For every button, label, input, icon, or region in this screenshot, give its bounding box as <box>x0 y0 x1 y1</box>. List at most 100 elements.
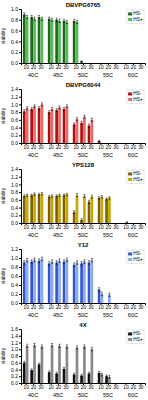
tick-mark <box>19 215 21 216</box>
bar <box>133 63 136 64</box>
x-tick: 20 <box>131 63 137 70</box>
group-label: 45C <box>53 72 63 78</box>
bar <box>63 21 66 63</box>
bar <box>38 194 41 223</box>
x-tick: 30 <box>138 303 144 310</box>
bar <box>26 108 29 143</box>
tick-label: 20 <box>56 385 62 390</box>
error-bar <box>26 194 28 196</box>
tick-label: 0.4 <box>11 205 18 211</box>
y-tick: 0.8 <box>11 264 21 270</box>
tick-label: 30 <box>138 65 144 70</box>
tick-mark <box>19 267 21 268</box>
tick-mark <box>19 285 21 286</box>
title: Y12 <box>78 242 89 248</box>
x-tick: 10 <box>98 383 104 390</box>
bar <box>23 111 26 143</box>
error-bar <box>98 140 100 142</box>
bar <box>130 223 133 224</box>
x-tick: 20 <box>106 143 112 150</box>
error-bar <box>98 197 100 199</box>
bar <box>88 202 91 223</box>
x-tick: 30 <box>113 223 119 230</box>
bar <box>55 110 58 143</box>
bar <box>26 17 29 63</box>
tick-label: 0.0 <box>11 220 18 226</box>
tick-label: 30 <box>63 65 69 70</box>
tick-label: 30 <box>63 145 69 150</box>
x-tick: 20 <box>31 143 37 150</box>
x-tick: 20 <box>106 383 112 390</box>
bar <box>33 106 36 143</box>
legend-swatch <box>128 12 132 15</box>
y-tick: 0.8 <box>11 17 21 23</box>
tick-label: 0.8 <box>11 109 18 115</box>
error-bar <box>73 211 75 214</box>
bar <box>73 21 76 63</box>
tick-label: 10 <box>48 385 54 390</box>
x-tick: 20 <box>56 223 62 230</box>
error-bar <box>91 258 93 262</box>
axis-line <box>19 250 22 304</box>
bar <box>133 223 136 224</box>
tick-label: 20 <box>56 145 62 150</box>
x-axis: 102030102030102030102030102030 <box>22 303 146 310</box>
tick-label: 0.2 <box>11 212 18 218</box>
bar <box>130 143 133 144</box>
tick-label: 1.2 <box>11 246 18 252</box>
bars <box>23 13 83 63</box>
bar <box>123 383 126 384</box>
tick-label: 0.8 <box>11 264 18 270</box>
error-bar <box>51 195 53 197</box>
legend-label: HS+ <box>133 177 143 182</box>
x-axis: 102030102030102030102030102030 <box>22 383 146 390</box>
tick-label: 0.6 <box>11 197 18 203</box>
error-bar <box>34 105 36 108</box>
tick-label: 10 <box>23 385 29 390</box>
bar <box>63 109 66 143</box>
tick-label: 20 <box>131 305 137 310</box>
error-bar <box>23 13 25 16</box>
tick-mark <box>19 223 21 224</box>
error-bar <box>63 260 65 264</box>
tick-mark <box>19 200 21 201</box>
error-bar <box>83 345 85 348</box>
tick-label: 10 <box>73 305 79 310</box>
x-tick: 10 <box>48 223 54 230</box>
tick-label: 20 <box>56 225 62 230</box>
tick-label: 10 <box>73 225 79 230</box>
x-tick: 20 <box>31 383 37 390</box>
legend-frame <box>127 10 144 23</box>
x-tick: 20 <box>81 63 87 70</box>
bar <box>123 63 126 64</box>
error-bar <box>81 262 83 266</box>
bar <box>80 263 83 303</box>
bar <box>66 260 69 303</box>
y-axis: 0.00.20.40.60.81.01.2 <box>11 246 21 306</box>
bar <box>138 143 141 144</box>
tick-label: 1.0 <box>11 182 18 188</box>
tick-label: 20 <box>81 305 87 310</box>
bar <box>41 19 44 63</box>
tick-label: 1.6 <box>11 326 18 332</box>
x-axis: 102030102030102030102030102030 <box>22 143 146 150</box>
bar <box>113 303 116 304</box>
tick-label: 0.6 <box>11 117 18 123</box>
bar <box>101 63 104 64</box>
tick-mark <box>19 97 21 98</box>
group-label: 55C <box>103 152 113 158</box>
tick-label: 0.8 <box>11 17 18 23</box>
bar <box>23 196 26 223</box>
error-bar <box>126 221 128 223</box>
tick-label: 0.8 <box>11 189 18 195</box>
error-bar <box>23 361 25 364</box>
bar <box>41 259 44 303</box>
x-tick: 30 <box>138 383 144 390</box>
y-tick: 1.4 <box>11 166 21 172</box>
tick-mark <box>19 276 21 277</box>
x-tick: 30 <box>113 63 119 70</box>
x-tick: 10 <box>98 143 104 150</box>
x-tick: 20 <box>56 143 62 150</box>
x-tick: 30 <box>88 63 94 70</box>
error-bar <box>56 18 58 21</box>
